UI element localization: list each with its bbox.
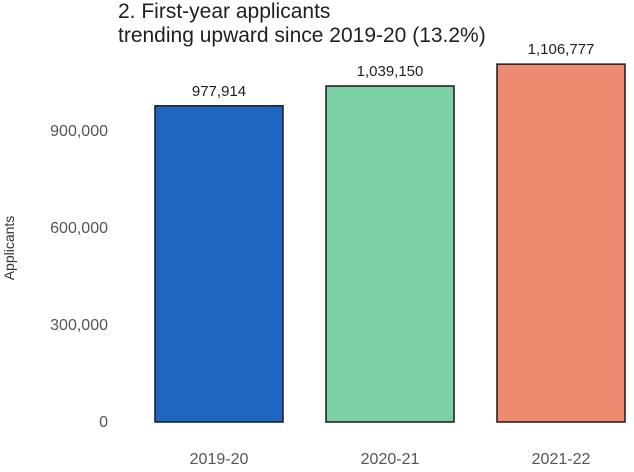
bar-2020-21 — [325, 85, 455, 423]
y-axis-title: Applicants — [1, 216, 17, 281]
x-tick-label: 2019-20 — [190, 451, 249, 468]
chart-title-line-2: trending upward since 2019-20 (13.2%) — [118, 24, 486, 47]
y-tick-label: 0 — [99, 414, 108, 431]
bar-2019-20 — [154, 105, 284, 423]
chart-title-line-1: 2. First-year applicants — [118, 0, 331, 23]
chart-title: 2. First-year applicants trending upward… — [118, 0, 486, 48]
x-tick-label: 2020-21 — [361, 451, 420, 468]
bar-value-label: 977,914 — [192, 83, 246, 100]
x-tick-label: 2021-22 — [532, 451, 591, 468]
y-tick-label: 900,000 — [50, 123, 108, 140]
x-axis-ticks: 2019-20 2020-21 2021-22 — [190, 451, 591, 468]
bar-2021-22 — [496, 63, 626, 423]
y-tick-label: 600,000 — [50, 220, 108, 237]
bar-value-label: 1,039,150 — [357, 63, 424, 80]
bar-value-label: 1,106,777 — [528, 41, 595, 58]
y-axis-ticks: 0 300,000 600,000 900,000 — [50, 123, 108, 431]
bars: 977,914 1,039,150 1,106,777 — [154, 41, 626, 423]
y-tick-label: 300,000 — [50, 317, 108, 334]
